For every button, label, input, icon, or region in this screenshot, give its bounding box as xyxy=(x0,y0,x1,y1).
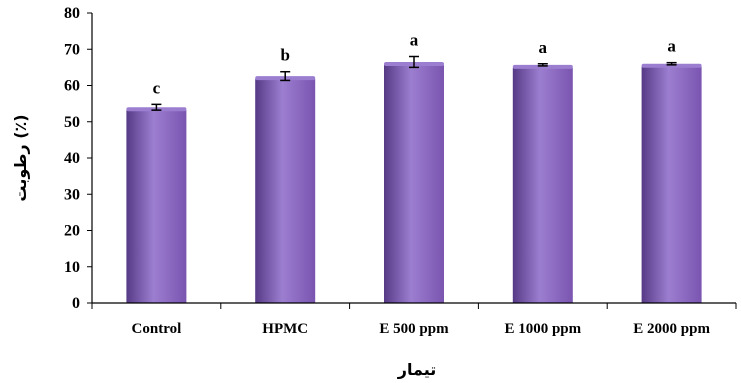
significance-letter: a xyxy=(667,37,676,56)
significance-letter: b xyxy=(280,46,289,65)
bar xyxy=(255,79,316,303)
bar-cap xyxy=(641,63,702,68)
significance-letter: a xyxy=(410,31,419,50)
y-tick-label: 20 xyxy=(64,223,80,240)
bar-cap xyxy=(512,64,573,69)
significance-letter: c xyxy=(153,78,161,97)
labels-layer: 0 10 20 30 40 50 60 70 80 c Control b HPMC a E 500 ppm… xyxy=(64,5,710,337)
bar xyxy=(512,67,573,304)
significance-letter: a xyxy=(539,38,548,57)
y-tick-label: 50 xyxy=(64,114,80,131)
y-tick-label: 10 xyxy=(64,259,80,276)
bar xyxy=(384,64,444,303)
y-tick-label: 0 xyxy=(72,295,80,312)
y-axis-title: رطوبت (٪) xyxy=(11,114,30,201)
y-tick-label: 30 xyxy=(64,186,80,203)
x-tick-label: Control xyxy=(132,321,182,337)
axes-layer xyxy=(87,12,737,309)
bars-layer xyxy=(126,55,702,304)
x-tick-label: E 1000 ppm xyxy=(504,321,581,337)
y-tick-label: 40 xyxy=(64,150,80,167)
y-tick-label: 70 xyxy=(64,41,80,58)
x-axis-title: تیمار xyxy=(397,360,436,379)
y-tick-label: 80 xyxy=(64,5,80,22)
bar xyxy=(641,66,702,303)
y-tick-label: 60 xyxy=(64,78,80,95)
x-tick-label: HPMC xyxy=(262,321,308,337)
bar xyxy=(126,110,187,303)
x-tick-label: E 500 ppm xyxy=(379,321,449,337)
x-tick-label: E 2000 ppm xyxy=(633,321,710,337)
